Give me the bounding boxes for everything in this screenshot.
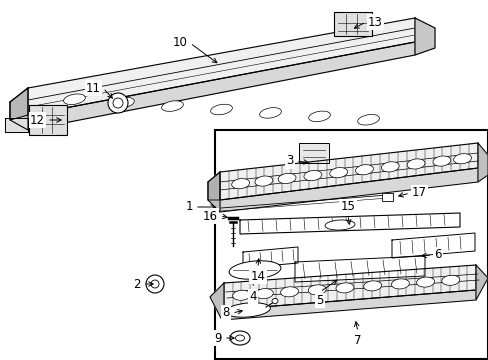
Polygon shape <box>414 18 434 55</box>
FancyBboxPatch shape <box>333 12 371 36</box>
Ellipse shape <box>329 167 347 178</box>
Ellipse shape <box>407 159 424 169</box>
Text: 9: 9 <box>214 332 222 345</box>
Polygon shape <box>207 172 220 212</box>
Polygon shape <box>391 233 474 258</box>
Polygon shape <box>222 290 475 320</box>
Text: 12: 12 <box>30 113 45 126</box>
Ellipse shape <box>453 154 470 164</box>
Ellipse shape <box>232 290 250 300</box>
Ellipse shape <box>441 275 459 285</box>
Ellipse shape <box>229 331 249 345</box>
Text: 1: 1 <box>185 201 193 213</box>
Ellipse shape <box>254 176 272 186</box>
Ellipse shape <box>210 104 232 115</box>
Polygon shape <box>294 256 424 282</box>
Ellipse shape <box>108 93 128 113</box>
Ellipse shape <box>381 162 398 172</box>
Polygon shape <box>28 18 414 115</box>
Text: 10: 10 <box>173 36 187 49</box>
Text: 8: 8 <box>222 306 229 320</box>
Ellipse shape <box>308 111 330 122</box>
Polygon shape <box>240 213 459 234</box>
Ellipse shape <box>63 94 85 104</box>
Text: 16: 16 <box>203 210 218 222</box>
Text: 6: 6 <box>433 248 441 261</box>
FancyBboxPatch shape <box>298 143 328 163</box>
Ellipse shape <box>255 289 273 299</box>
Polygon shape <box>243 247 297 268</box>
Ellipse shape <box>335 283 353 293</box>
Polygon shape <box>477 143 487 182</box>
Ellipse shape <box>161 101 183 111</box>
Ellipse shape <box>357 114 379 125</box>
Text: 17: 17 <box>411 186 426 199</box>
Ellipse shape <box>304 170 321 181</box>
Polygon shape <box>207 172 220 200</box>
Ellipse shape <box>259 108 281 118</box>
Ellipse shape <box>416 277 434 287</box>
Polygon shape <box>10 88 28 130</box>
Ellipse shape <box>278 174 295 184</box>
Ellipse shape <box>151 280 159 288</box>
Text: 2: 2 <box>133 278 141 291</box>
Text: 15: 15 <box>340 200 355 213</box>
Text: 7: 7 <box>353 334 361 347</box>
Ellipse shape <box>112 97 134 108</box>
Text: 13: 13 <box>367 15 382 28</box>
Ellipse shape <box>325 220 354 230</box>
Ellipse shape <box>363 281 381 291</box>
Ellipse shape <box>231 179 249 189</box>
Text: 14: 14 <box>250 270 265 283</box>
Text: 11: 11 <box>86 81 101 94</box>
Ellipse shape <box>235 335 244 341</box>
Polygon shape <box>224 265 475 310</box>
Ellipse shape <box>432 156 450 166</box>
Polygon shape <box>209 283 224 320</box>
Text: 4: 4 <box>249 290 256 303</box>
Ellipse shape <box>355 165 373 175</box>
FancyBboxPatch shape <box>29 105 67 135</box>
Polygon shape <box>475 265 487 300</box>
Bar <box>215 130 487 359</box>
Ellipse shape <box>228 261 280 279</box>
Polygon shape <box>220 143 477 200</box>
Polygon shape <box>10 88 28 120</box>
Polygon shape <box>5 118 28 132</box>
Ellipse shape <box>390 279 408 289</box>
Text: 3: 3 <box>286 154 293 167</box>
Ellipse shape <box>280 287 298 297</box>
Polygon shape <box>220 168 477 212</box>
Ellipse shape <box>113 98 123 108</box>
Polygon shape <box>28 42 414 130</box>
FancyBboxPatch shape <box>381 193 392 201</box>
Ellipse shape <box>307 285 325 295</box>
Ellipse shape <box>271 298 278 303</box>
Ellipse shape <box>146 275 163 293</box>
Ellipse shape <box>225 303 270 317</box>
Text: 5: 5 <box>316 294 323 307</box>
